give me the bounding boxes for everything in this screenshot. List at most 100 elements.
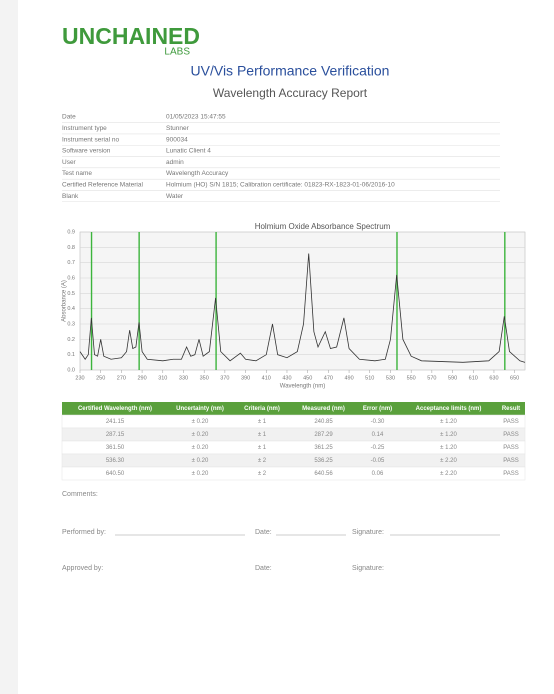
table-cell: ± 2 xyxy=(258,458,267,464)
table-cell: ± 1 xyxy=(258,419,267,425)
x-tick-label: 390 xyxy=(241,375,250,381)
table-cell: 0.14 xyxy=(372,432,384,438)
date-label: Date: xyxy=(255,529,272,536)
table-cell: ± 1.20 xyxy=(440,432,457,438)
info-label: Software version xyxy=(62,148,111,155)
y-tick-label: 0.3 xyxy=(67,321,75,327)
x-tick-label: 250 xyxy=(96,375,105,381)
x-tick-label: 530 xyxy=(386,375,395,381)
report-subtitle: Wavelength Accuracy Report xyxy=(213,86,368,100)
table-cell: ± 1.20 xyxy=(440,419,457,425)
table-cell: ± 0.20 xyxy=(192,432,209,438)
table-cell: PASS xyxy=(503,458,519,464)
x-tick-label: 590 xyxy=(448,375,457,381)
table-cell: ± 1 xyxy=(258,445,267,451)
table-cell: ± 0.20 xyxy=(192,445,209,451)
y-tick-label: 0.8 xyxy=(67,245,75,251)
info-value: admin xyxy=(166,159,184,166)
x-tick-label: 330 xyxy=(179,375,188,381)
x-tick-label: 650 xyxy=(510,375,519,381)
x-tick-label: 470 xyxy=(324,375,333,381)
x-tick-label: 270 xyxy=(117,375,126,381)
table-cell: PASS xyxy=(503,471,519,477)
table-cell: 536.25 xyxy=(314,458,333,464)
comments-label: Comments: xyxy=(62,491,98,498)
table-cell: ± 1 xyxy=(258,432,267,438)
table-row-bg xyxy=(61,466,526,481)
table-cell: 361.25 xyxy=(314,445,333,451)
info-label: Test name xyxy=(62,170,92,177)
info-value: Stunner xyxy=(166,125,190,132)
table-cell: 640.56 xyxy=(314,471,333,477)
y-tick-label: 0.9 xyxy=(67,229,75,235)
report-title: UV/Vis Performance Verification xyxy=(191,63,390,79)
table-cell: 240.85 xyxy=(314,419,333,425)
logo: UNCHAINED xyxy=(62,23,200,49)
x-tick-label: 610 xyxy=(469,375,478,381)
x-tick-label: 350 xyxy=(200,375,209,381)
table-cell: ± 2 xyxy=(258,471,267,477)
x-tick-label: 310 xyxy=(158,375,167,381)
info-label: Blank xyxy=(62,193,79,200)
logo-sub: LABS xyxy=(164,47,190,58)
performed-label: Performed by: xyxy=(62,529,106,536)
table-header: Criteria (nm) xyxy=(244,406,280,412)
table-cell: -0.30 xyxy=(371,419,385,425)
table-cell: ± 1.20 xyxy=(440,445,457,451)
y-tick-label: 0.0 xyxy=(67,367,75,373)
x-tick-label: 490 xyxy=(344,375,353,381)
x-tick-label: 630 xyxy=(489,375,498,381)
table-header-bg xyxy=(62,402,525,415)
info-value: Lunatic Client 4 xyxy=(166,148,211,155)
table-cell: ± 0.20 xyxy=(192,458,209,464)
table-cell: 287.29 xyxy=(314,432,333,438)
info-value: Water xyxy=(166,193,184,200)
info-value: 900034 xyxy=(166,136,188,143)
table-cell: 0.06 xyxy=(372,471,384,477)
x-axis-label: Wavelength (nm) xyxy=(280,384,325,390)
x-tick-label: 430 xyxy=(282,375,291,381)
info-label: Certified Reference Material xyxy=(62,182,143,189)
table-cell: ± 2.20 xyxy=(440,471,457,477)
info-value: Wavelength Accuracy xyxy=(166,170,229,177)
y-tick-label: 0.4 xyxy=(67,306,75,312)
table-cell: 361.50 xyxy=(106,445,125,451)
table-header: Certified Wavelength (nm) xyxy=(78,406,152,412)
y-tick-label: 0.7 xyxy=(67,260,75,266)
table-cell: ± 0.20 xyxy=(192,471,209,477)
x-tick-label: 370 xyxy=(220,375,229,381)
x-tick-label: 450 xyxy=(303,375,312,381)
x-tick-label: 550 xyxy=(407,375,416,381)
signature-label: Signature: xyxy=(352,529,384,536)
approved-label: Approved by: xyxy=(62,565,103,572)
info-value: 01/05/2023 15:47:55 xyxy=(166,114,226,121)
table-cell: ± 2.20 xyxy=(440,458,457,464)
info-label: Instrument serial no xyxy=(62,136,119,143)
y-tick-label: 0.5 xyxy=(67,291,75,297)
x-tick-label: 570 xyxy=(427,375,436,381)
table-cell: -0.25 xyxy=(371,445,385,451)
x-tick-label: 290 xyxy=(137,375,146,381)
table-header: Uncertainty (nm) xyxy=(176,406,224,412)
x-tick-label: 230 xyxy=(75,375,84,381)
y-tick-label: 0.1 xyxy=(67,352,75,358)
y-axis-label: Absorbance (A) xyxy=(62,280,68,322)
table-cell: 287.15 xyxy=(106,432,125,438)
table-cell: 536.30 xyxy=(106,458,125,464)
plot-area xyxy=(79,231,526,371)
spectrum-line xyxy=(79,253,526,363)
table-cell: -0.05 xyxy=(371,458,385,464)
date-label: Date: xyxy=(255,565,272,572)
signature-label: Signature: xyxy=(352,565,384,572)
chart-title: Holmium Oxide Absorbance Spectrum xyxy=(255,222,391,231)
table-header: Error (nm) xyxy=(363,406,392,412)
table-header: Acceptance limits (nm) xyxy=(416,406,482,412)
table-header: Result xyxy=(502,406,520,412)
y-tick-label: 0.2 xyxy=(67,337,75,343)
table-header: Measured (nm) xyxy=(302,406,345,412)
info-label: Date xyxy=(62,114,76,121)
table-cell: PASS xyxy=(503,419,519,425)
x-tick-label: 510 xyxy=(365,375,374,381)
